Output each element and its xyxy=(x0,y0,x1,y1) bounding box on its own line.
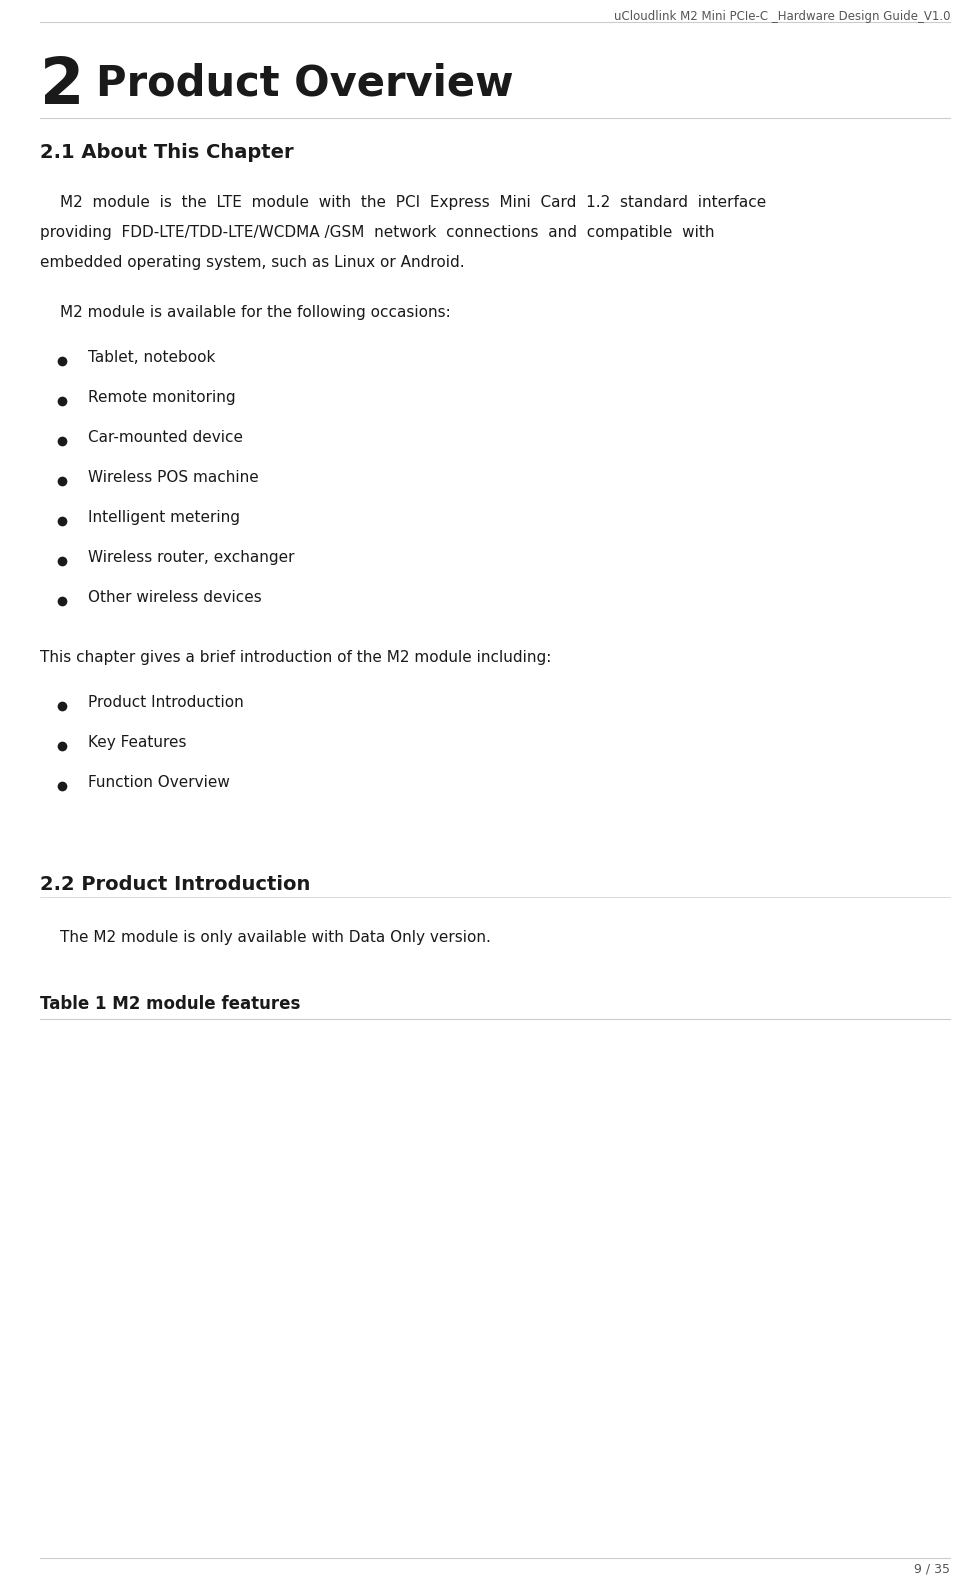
Text: Product Overview: Product Overview xyxy=(96,62,514,103)
Text: 2.1 About This Chapter: 2.1 About This Chapter xyxy=(40,143,294,162)
Text: Wireless POS machine: Wireless POS machine xyxy=(88,470,259,486)
Text: 9 / 35: 9 / 35 xyxy=(914,1562,950,1574)
Text: The M2 module is only available with Data Only version.: The M2 module is only available with Dat… xyxy=(60,930,491,946)
Text: Product Introduction: Product Introduction xyxy=(88,696,244,710)
Text: M2  module  is  the  LTE  module  with  the  PCI  Express  Mini  Card  1.2  stan: M2 module is the LTE module with the PCI… xyxy=(60,194,766,210)
Text: Tablet, notebook: Tablet, notebook xyxy=(88,350,216,365)
Text: Remote monitoring: Remote monitoring xyxy=(88,390,235,404)
Text: Wireless router, exchanger: Wireless router, exchanger xyxy=(88,549,295,565)
Text: providing  FDD-LTE/TDD-LTE/WCDMA /GSM  network  connections  and  compatible  wi: providing FDD-LTE/TDD-LTE/WCDMA /GSM net… xyxy=(40,224,714,240)
Text: Intelligent metering: Intelligent metering xyxy=(88,509,240,525)
Text: embedded operating system, such as Linux or Android.: embedded operating system, such as Linux… xyxy=(40,255,465,271)
Text: 2.2 Product Introduction: 2.2 Product Introduction xyxy=(40,876,311,895)
Text: Table 1 M2 module features: Table 1 M2 module features xyxy=(40,995,301,1013)
Text: Other wireless devices: Other wireless devices xyxy=(88,591,262,605)
Text: Key Features: Key Features xyxy=(88,736,186,750)
Text: M2 module is available for the following occasions:: M2 module is available for the following… xyxy=(60,306,451,320)
Text: 2: 2 xyxy=(40,56,84,116)
Text: This chapter gives a brief introduction of the M2 module including:: This chapter gives a brief introduction … xyxy=(40,650,552,665)
Text: uCloudlink M2 Mini PCIe-C _Hardware Design Guide_V1.0: uCloudlink M2 Mini PCIe-C _Hardware Desi… xyxy=(613,10,950,22)
Text: Function Overview: Function Overview xyxy=(88,775,230,790)
Text: Car-mounted device: Car-mounted device xyxy=(88,430,243,446)
